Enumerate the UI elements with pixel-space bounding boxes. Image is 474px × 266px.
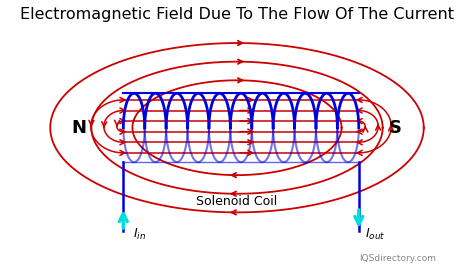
Text: Electromagnetic Field Due To The Flow Of The Current: Electromagnetic Field Due To The Flow Of… [20, 7, 454, 22]
Text: N: N [71, 119, 86, 137]
Text: IQSdirectory.com: IQSdirectory.com [359, 254, 436, 263]
Text: $\mathit{I}_{out}$: $\mathit{I}_{out}$ [365, 227, 385, 242]
Text: S: S [389, 119, 402, 137]
Text: $\mathit{I}_{in}$: $\mathit{I}_{in}$ [134, 227, 146, 242]
Text: Solenoid Coil: Solenoid Coil [196, 195, 278, 208]
